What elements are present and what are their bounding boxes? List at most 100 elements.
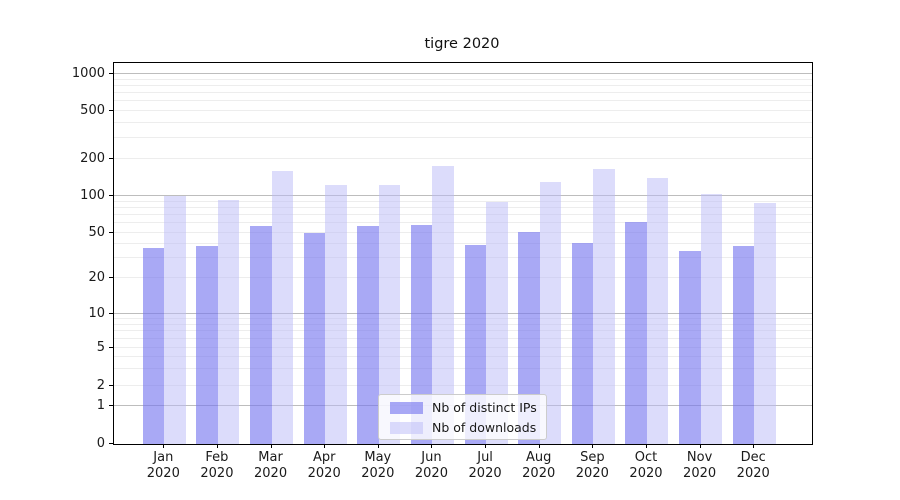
x-axis-tick-label: Oct 2020 <box>614 450 678 481</box>
x-axis-tick <box>699 444 701 448</box>
x-label-year: 2020 <box>575 465 609 481</box>
x-label-year: 2020 <box>200 465 234 481</box>
legend: Nb of distinct IPs Nb of downloads <box>378 394 547 440</box>
bar-distinct-ips-sep <box>571 242 594 444</box>
x-axis-tick-label: Jun 2020 <box>399 450 463 481</box>
x-axis-tick <box>431 444 433 448</box>
gridline-minor <box>114 330 812 332</box>
bar-distinct-ips-oct <box>625 221 647 444</box>
legend-label-distinct-ips: Nb of distinct IPs <box>432 400 537 415</box>
x-label-year: 2020 <box>307 465 341 481</box>
bar-distinct-ips-apr <box>303 233 326 444</box>
y-axis-tick-label: 10 <box>88 305 105 321</box>
gridline-minor <box>114 323 812 325</box>
x-label-year: 2020 <box>629 465 663 481</box>
gridline-minor <box>114 121 812 123</box>
bar-downloads-dec <box>754 203 776 444</box>
bar-distinct-ips-dec <box>732 246 755 444</box>
y-axis-tick <box>109 232 113 233</box>
x-axis-tick <box>645 444 647 448</box>
legend-swatch-distinct-ips <box>390 402 423 414</box>
x-axis-tick-label: Nov 2020 <box>668 450 732 481</box>
x-label-month: Dec <box>740 450 766 465</box>
legend-row-downloads: Nb of downloads <box>390 421 536 435</box>
bar-downloads-feb <box>217 199 240 444</box>
legend-swatch-downloads <box>390 422 423 434</box>
bar-downloads-aug <box>539 182 562 444</box>
x-axis-tick-label: Mar 2020 <box>239 450 303 481</box>
gridline-minor <box>114 347 812 348</box>
gridline-minor <box>114 84 812 86</box>
x-axis-tick-label: Apr 2020 <box>292 450 356 481</box>
bar-distinct-ips-may <box>357 226 379 444</box>
gridline-minor <box>114 206 812 208</box>
bar-downloads-jul <box>486 201 508 444</box>
gridline-minor <box>114 232 812 233</box>
x-label-year: 2020 <box>414 465 448 481</box>
x-label-year: 2020 <box>736 465 770 481</box>
gridline-major <box>114 73 812 74</box>
x-axis-tick-label: Jul 2020 <box>453 450 517 481</box>
x-axis-tick-label: Jan 2020 <box>131 450 195 481</box>
x-axis-tick-label: Dec 2020 <box>721 450 785 481</box>
x-label-year: 2020 <box>468 465 502 481</box>
y-axis-tick-label: 20 <box>88 269 105 285</box>
x-label-month: Jul <box>477 450 493 465</box>
x-axis-tick <box>324 444 326 448</box>
bar-downloads-mar <box>271 170 294 444</box>
x-label-month: Jan <box>153 450 174 465</box>
bar-downloads-sep <box>593 169 615 444</box>
bar-downloads-apr <box>325 185 347 444</box>
y-axis-tick <box>109 313 113 314</box>
bar-distinct-ips-mar <box>250 226 272 444</box>
x-axis-tick <box>377 444 379 448</box>
x-axis-tick <box>163 444 165 448</box>
x-axis-tick-label: Sep 2020 <box>560 450 624 481</box>
x-axis-tick <box>216 444 218 448</box>
gridline-minor <box>114 385 812 386</box>
y-axis-tick-label: 5 <box>96 339 105 355</box>
gridline-minor <box>114 100 812 102</box>
x-label-month: Mar <box>258 450 283 465</box>
y-axis-tick <box>109 443 113 444</box>
x-label-month: Oct <box>634 450 658 465</box>
legend-label-downloads: Nb of downloads <box>432 420 537 435</box>
x-label-year: 2020 <box>522 465 556 481</box>
gridline-minor <box>114 277 812 278</box>
bar-distinct-ips-jan <box>142 247 165 444</box>
bar-distinct-ips-feb <box>196 246 218 444</box>
y-axis-tick <box>109 277 113 278</box>
gridline-minor <box>114 136 812 138</box>
x-label-month: Aug <box>526 450 552 465</box>
chart-title: tigre 2020 <box>424 36 500 52</box>
gridline-minor <box>114 368 812 370</box>
x-axis-tick <box>485 444 487 448</box>
gridline-major <box>114 313 812 314</box>
x-axis-tick <box>753 444 755 448</box>
y-axis-tick <box>109 405 113 406</box>
x-label-year: 2020 <box>361 465 395 481</box>
y-axis-tick-label: 2 <box>96 377 105 393</box>
y-axis-tick <box>109 385 113 386</box>
gridline-minor <box>114 92 812 94</box>
gridline-minor <box>114 242 812 244</box>
y-axis-tick-label: 500 <box>80 102 105 118</box>
legend-row-distinct-ips: Nb of distinct IPs <box>390 401 537 415</box>
x-label-year: 2020 <box>146 465 180 481</box>
bar-downloads-jan <box>164 196 186 444</box>
y-axis-tick <box>109 347 113 348</box>
y-axis-tick-label: 200 <box>80 150 105 166</box>
bar-downloads-may <box>378 185 401 444</box>
y-axis-tick-label: 50 <box>88 224 105 240</box>
bar-distinct-ips-jun <box>410 225 433 444</box>
bar-downloads-jun <box>432 166 454 444</box>
bar-distinct-ips-aug <box>518 231 540 444</box>
x-label-month: Nov <box>686 450 713 465</box>
x-axis-tick-label: May 2020 <box>346 450 410 481</box>
y-axis-tick <box>109 158 113 159</box>
x-label-month: Jun <box>421 450 442 465</box>
x-label-year: 2020 <box>254 465 288 481</box>
x-axis-tick <box>538 444 540 448</box>
x-label-month: Apr <box>312 450 336 465</box>
